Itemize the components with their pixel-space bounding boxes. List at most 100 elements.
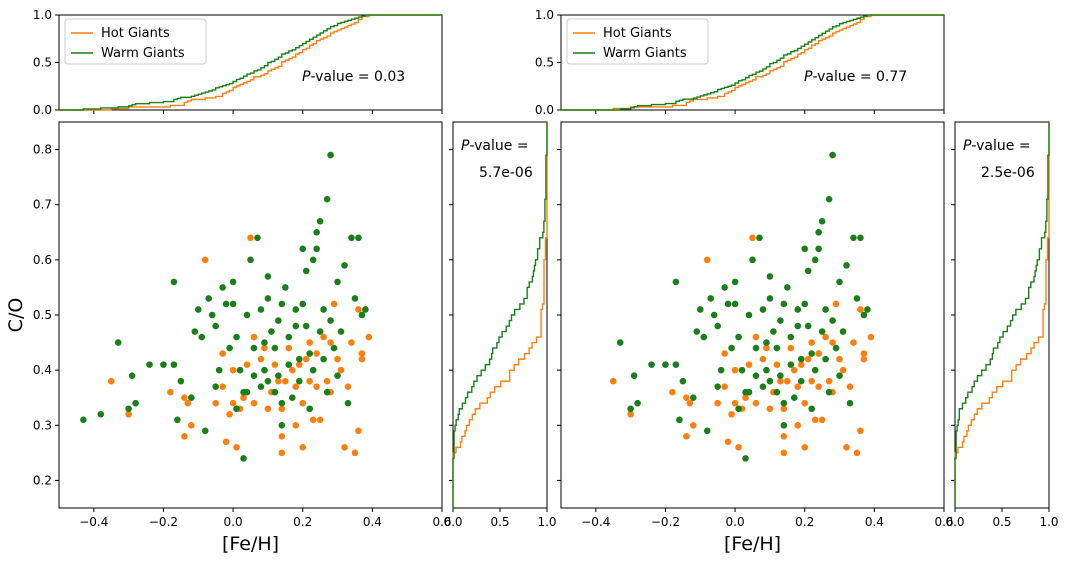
warm-giant-point (794, 306, 802, 313)
hot-giant-point (306, 339, 313, 346)
warm-giant-point (247, 256, 254, 264)
hot-fe-cdf-line (59, 14, 442, 111)
warm-giant-point (358, 311, 366, 319)
hot-giant-point (327, 339, 334, 346)
hot-giant-point (348, 339, 355, 346)
pvalue-co-eq: = (512, 138, 528, 154)
hot-giant-point (763, 344, 770, 352)
pvalue-suffix: -value (310, 69, 353, 85)
hot-giant-point (229, 366, 237, 374)
scatter-frame (58, 121, 443, 509)
warm-giant-point (191, 328, 199, 335)
warm-giant-point (97, 410, 105, 418)
warm-giant-point (309, 256, 317, 264)
hot-giant-point (341, 444, 348, 451)
pvalue-fe-value: = 0.03 (353, 69, 405, 85)
warm-giant-point (299, 245, 307, 253)
warm-giant-point (731, 278, 739, 286)
warm-giant-point (323, 388, 331, 396)
warm-giant-point (275, 372, 282, 379)
hot-giant-point (306, 377, 313, 385)
warm-giant-point (285, 361, 293, 368)
ytick-label: 0.7 (33, 198, 52, 212)
warm-giant-point (330, 344, 338, 352)
hot-giant-point (780, 405, 788, 413)
hot-giant-point (299, 399, 307, 407)
hot-giant-point (731, 399, 739, 407)
hot-giant-point (282, 377, 289, 385)
hot-giant-point (316, 416, 324, 424)
warm-giant-point (348, 234, 355, 242)
warm-giant-point (770, 328, 777, 335)
legend-warm-label: Warm Giants (603, 46, 687, 61)
warm-giant-point (724, 300, 732, 308)
legend-warm-label: Warm Giants (101, 46, 185, 61)
hot-giant-point (749, 234, 756, 242)
warm-giant-point (790, 394, 798, 402)
hot-giant-point (226, 410, 233, 418)
hot-giant-point (703, 256, 711, 264)
hot-giant-point (247, 234, 254, 242)
warm-giant-point (233, 405, 240, 413)
warm-giant-point (278, 399, 286, 407)
warm-giant-point (811, 366, 819, 374)
hot-giant-point (839, 366, 847, 374)
warm-giant-point (672, 361, 680, 368)
warm-giant-point (355, 234, 362, 242)
hot-giant-point (351, 449, 359, 457)
hot-giant-point (721, 383, 728, 390)
hot-giant-point (125, 410, 132, 418)
hot-giant-point (188, 421, 195, 429)
side-pvalue-annotation: P-value = (963, 138, 1031, 154)
hot-giant-point (832, 300, 840, 308)
hot-giant-point (299, 444, 307, 451)
hot-giant-point (320, 333, 327, 341)
xtick-label: 0.0 (726, 515, 745, 529)
warm-giant-point (271, 388, 279, 396)
hot-giant-point (292, 383, 300, 390)
warm-giant-point (648, 361, 655, 368)
hot-giant-point (815, 383, 822, 390)
warm-giant-point (836, 278, 843, 286)
warm-giant-point (735, 405, 742, 413)
warm-giant-point (784, 284, 791, 291)
top-ytick-label: 0.0 (33, 103, 52, 117)
warm-giant-point (275, 317, 282, 324)
hot-giant-point (683, 394, 690, 402)
warm-co-cdf-line (452, 122, 548, 508)
hot-giant-point (735, 444, 742, 451)
hot-giant-point (250, 399, 258, 407)
hot-giant-point (344, 383, 352, 390)
xtick-label: 0.4 (865, 515, 884, 529)
warm-giant-point (797, 377, 805, 385)
warm-giant-point (763, 366, 770, 374)
warm-giant-point (763, 339, 770, 346)
warm-giant-point (634, 399, 641, 407)
warm-giant-point (853, 295, 861, 302)
warm-giant-point (714, 322, 721, 330)
warm-giant-point (843, 262, 850, 269)
xtick-label: 0.2 (293, 515, 312, 529)
hot-giant-point (815, 350, 822, 357)
hot-giant-point (222, 438, 230, 446)
xtick-label: 0.4 (363, 515, 382, 529)
warm-giant-point (773, 344, 781, 352)
pvalue-suffix: -value (971, 138, 1014, 154)
warm-giant-point (728, 344, 735, 352)
warm-giant-point (334, 372, 341, 379)
warm-giant-point (229, 300, 237, 308)
hot-giant-point (742, 394, 749, 402)
xtick-label: 0.2 (795, 515, 814, 529)
warm-giant-point (174, 416, 181, 424)
hot-giant-point (773, 361, 781, 368)
warm-giant-point (229, 278, 237, 286)
warm-giant-point (337, 328, 345, 335)
warm-giant-point (717, 366, 725, 374)
hot-giant-point (825, 377, 833, 385)
hot-giant-point (745, 361, 753, 368)
warm-giant-point (285, 333, 293, 341)
warm-giant-point (323, 195, 331, 203)
ytick-label: 0.6 (33, 253, 52, 267)
